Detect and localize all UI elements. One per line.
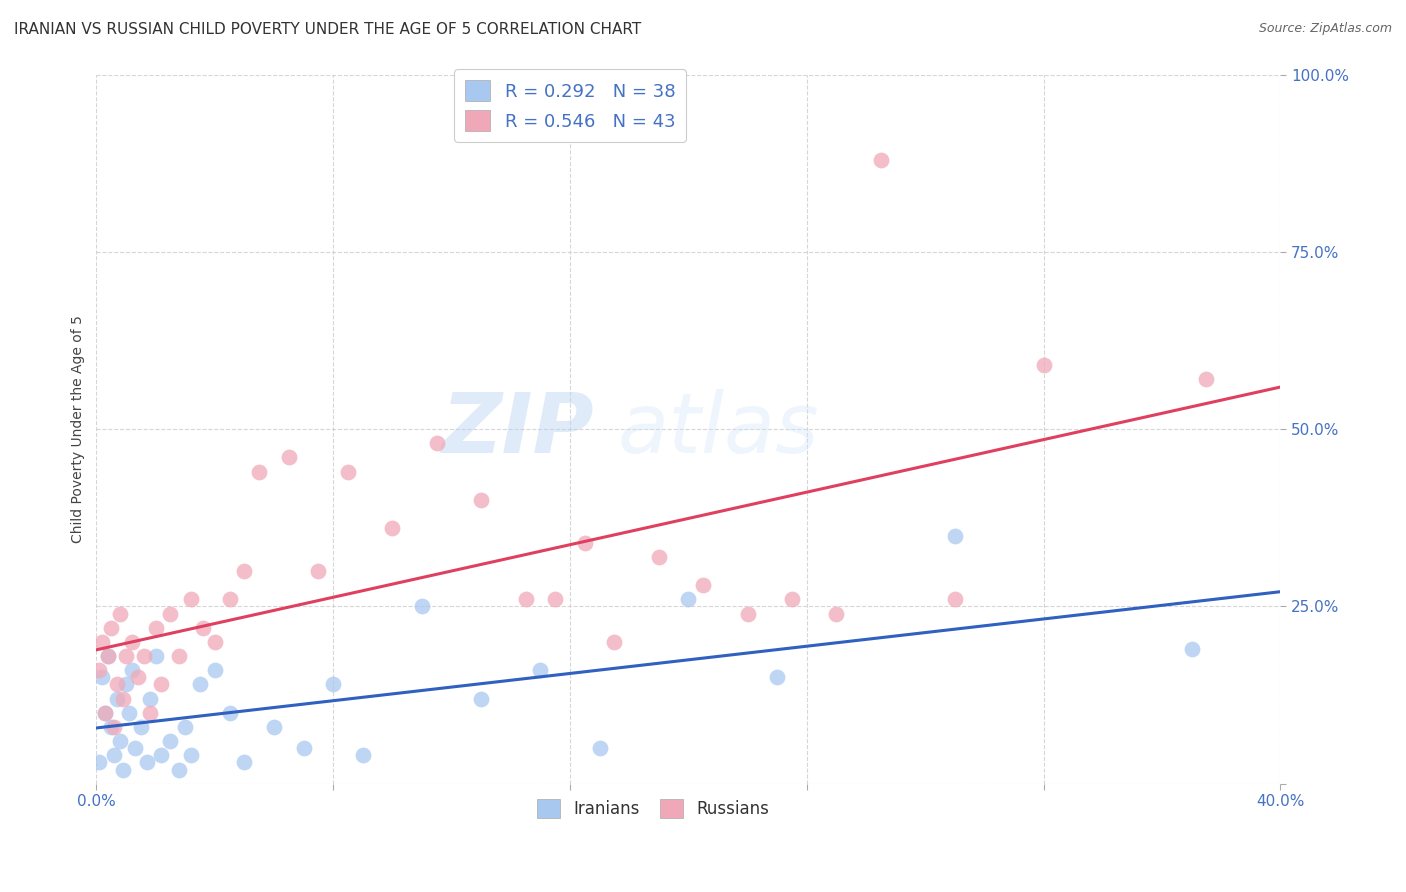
- Point: [129, 720, 152, 734]
- Point: [692, 578, 714, 592]
- Point: [277, 450, 299, 465]
- Point: [191, 621, 214, 635]
- Point: [127, 670, 149, 684]
- Point: [188, 677, 211, 691]
- Point: [529, 663, 551, 677]
- Point: [515, 592, 537, 607]
- Point: [180, 748, 202, 763]
- Point: [204, 635, 226, 649]
- Legend: Iranians, Russians: Iranians, Russians: [530, 792, 776, 825]
- Point: [97, 649, 120, 664]
- Point: [1181, 642, 1204, 657]
- Point: [218, 592, 240, 607]
- Point: [159, 734, 181, 748]
- Point: [89, 663, 111, 677]
- Point: [108, 607, 131, 621]
- Point: [105, 691, 128, 706]
- Point: [138, 706, 160, 720]
- Point: [121, 663, 143, 677]
- Text: IRANIAN VS RUSSIAN CHILD POVERTY UNDER THE AGE OF 5 CORRELATION CHART: IRANIAN VS RUSSIAN CHILD POVERTY UNDER T…: [14, 22, 641, 37]
- Point: [943, 528, 966, 542]
- Point: [103, 720, 125, 734]
- Text: Source: ZipAtlas.com: Source: ZipAtlas.com: [1258, 22, 1392, 36]
- Point: [132, 649, 155, 664]
- Point: [352, 748, 374, 763]
- Point: [91, 670, 114, 684]
- Point: [115, 649, 138, 664]
- Point: [167, 763, 190, 777]
- Point: [544, 592, 567, 607]
- Point: [588, 741, 610, 756]
- Point: [167, 649, 190, 664]
- Point: [426, 436, 449, 450]
- Point: [105, 677, 128, 691]
- Point: [233, 564, 256, 578]
- Point: [381, 521, 404, 535]
- Point: [111, 691, 134, 706]
- Point: [574, 535, 596, 549]
- Point: [263, 720, 285, 734]
- Point: [218, 706, 240, 720]
- Point: [470, 691, 492, 706]
- Point: [135, 756, 157, 770]
- Point: [336, 465, 359, 479]
- Point: [247, 465, 270, 479]
- Point: [89, 756, 111, 770]
- Point: [648, 549, 671, 564]
- Point: [1032, 359, 1054, 373]
- Point: [322, 677, 344, 691]
- Point: [97, 649, 120, 664]
- Point: [307, 564, 329, 578]
- Point: [159, 607, 181, 621]
- Point: [943, 592, 966, 607]
- Point: [138, 691, 160, 706]
- Point: [94, 706, 117, 720]
- Point: [233, 756, 256, 770]
- Point: [145, 621, 167, 635]
- Text: atlas: atlas: [617, 389, 818, 469]
- Point: [108, 734, 131, 748]
- Point: [94, 706, 117, 720]
- Point: [150, 677, 173, 691]
- Point: [174, 720, 197, 734]
- Point: [100, 720, 122, 734]
- Point: [145, 649, 167, 664]
- Point: [150, 748, 173, 763]
- Point: [411, 599, 433, 614]
- Point: [825, 607, 848, 621]
- Point: [121, 635, 143, 649]
- Point: [124, 741, 146, 756]
- Point: [111, 763, 134, 777]
- Point: [766, 670, 789, 684]
- Point: [118, 706, 141, 720]
- Point: [115, 677, 138, 691]
- Point: [204, 663, 226, 677]
- Point: [780, 592, 803, 607]
- Point: [292, 741, 315, 756]
- Y-axis label: Child Poverty Under the Age of 5: Child Poverty Under the Age of 5: [72, 315, 86, 543]
- Point: [91, 635, 114, 649]
- Point: [603, 635, 626, 649]
- Point: [103, 748, 125, 763]
- Point: [678, 592, 700, 607]
- Point: [869, 153, 891, 167]
- Text: ZIP: ZIP: [441, 389, 593, 469]
- Point: [100, 621, 122, 635]
- Point: [737, 607, 759, 621]
- Point: [1195, 372, 1218, 386]
- Point: [470, 493, 492, 508]
- Point: [180, 592, 202, 607]
